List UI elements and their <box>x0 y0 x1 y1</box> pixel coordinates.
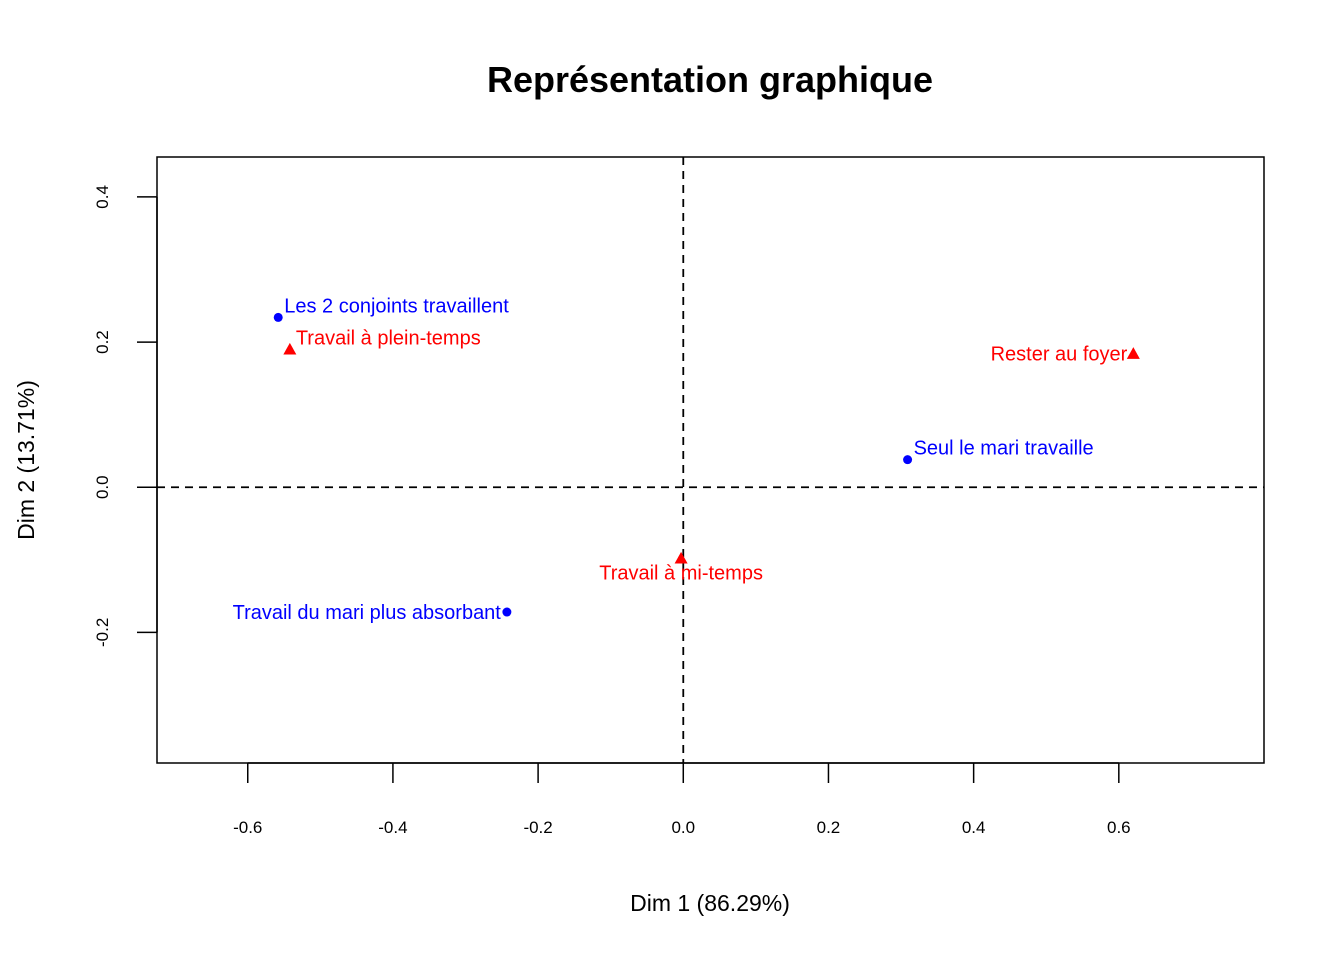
point-label: Travail du mari plus absorbant <box>233 602 502 624</box>
x-tick-label: -0.4 <box>378 818 407 837</box>
x-tick-label: 0.6 <box>1107 818 1131 837</box>
x-axis: -0.6 -0.4 -0.2 0.0 0.2 0.4 0.6 <box>233 762 1131 837</box>
x-tick-label: 0.0 <box>671 818 695 837</box>
reference-lines <box>157 157 1264 763</box>
column-point <box>283 342 297 355</box>
row-point <box>903 455 913 465</box>
point-label: Travail à plein-temps <box>296 327 481 349</box>
row-point <box>502 607 512 617</box>
data-points: Les 2 conjoints travaillent Seul le mari … <box>233 295 1140 624</box>
x-axis-label: Dim 1 (86.29%) <box>630 890 790 916</box>
point-label: Travail à mi-temps <box>599 562 763 584</box>
y-tick-label: 0.0 <box>93 475 112 499</box>
y-axis: -0.2 0.0 0.2 0.4 <box>93 185 158 647</box>
point-label: Rester au foyer <box>991 344 1128 366</box>
point-label: Seul le mari travaille <box>914 438 1094 460</box>
chart-title: Représentation graphique <box>487 59 933 100</box>
y-tick-label: 0.2 <box>93 330 112 354</box>
x-tick-label: 0.4 <box>962 818 986 837</box>
y-axis-label: Dim 2 (13.71%) <box>13 380 39 540</box>
plot-frame <box>156 156 1265 764</box>
x-tick-label: -0.2 <box>523 818 552 837</box>
column-point <box>674 551 688 564</box>
column-point <box>1126 347 1140 359</box>
y-tick-label: -0.2 <box>93 618 112 647</box>
row-point <box>273 312 283 322</box>
point-label: Les 2 conjoints travaillent <box>284 295 509 317</box>
x-tick-label: -0.6 <box>233 818 262 837</box>
y-tick-label: 0.4 <box>93 185 112 209</box>
x-tick-label: 0.2 <box>817 818 841 837</box>
